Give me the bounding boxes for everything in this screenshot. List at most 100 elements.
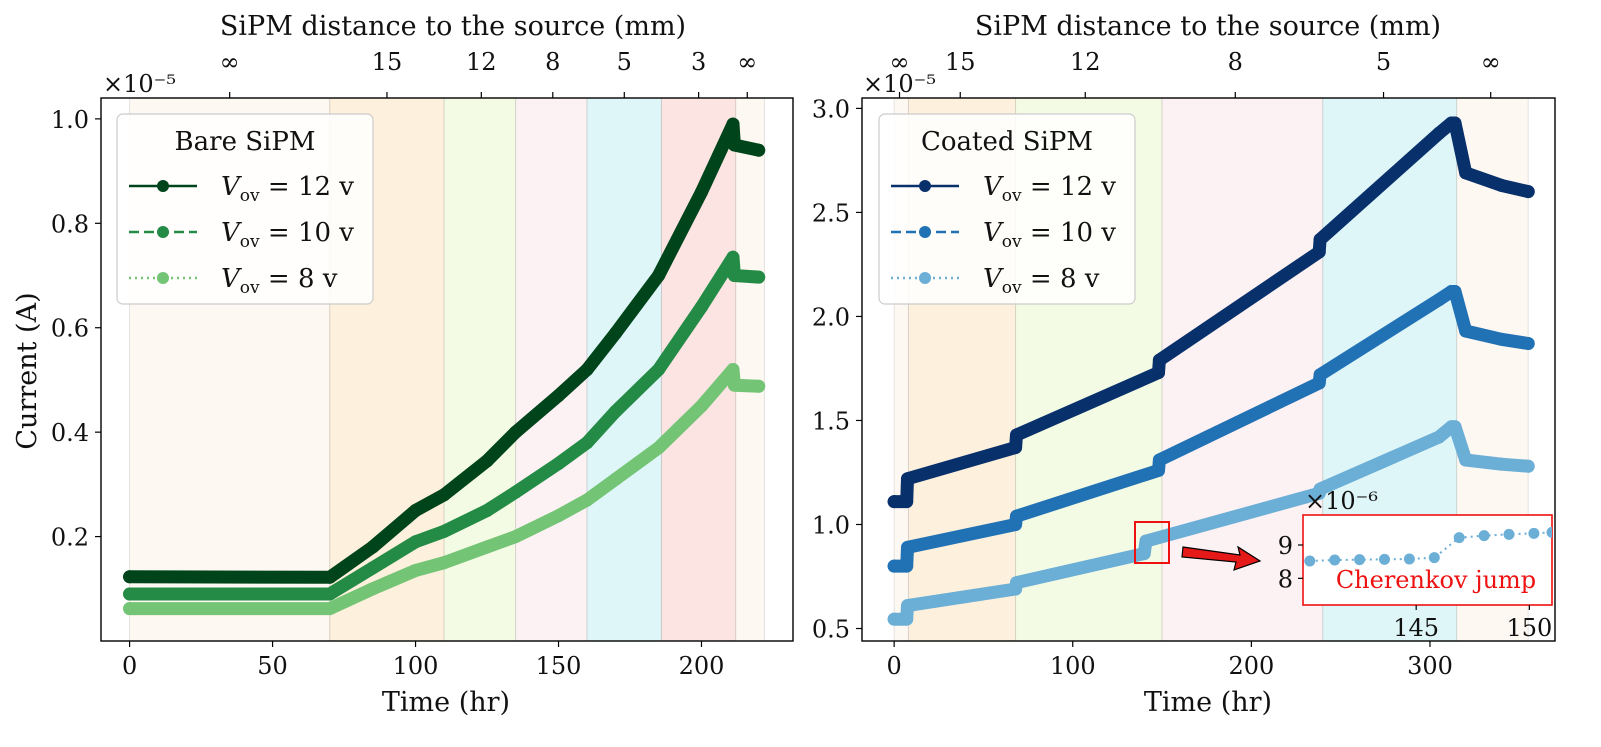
legend-marker-1 [157,226,169,238]
series-1-point-1 [900,559,914,573]
y-tick-label: 0.4 [51,419,89,447]
series-2-point-6 [509,530,523,544]
series-0-point-0 [887,495,901,509]
series-1-point-14 [752,270,766,284]
series-1-point-5 [1151,463,1165,477]
y-tick-label: 0.5 [812,616,850,644]
top-tick-label: 8 [1228,48,1243,76]
left-panel: SiPM distance to the source (mm) ×10⁻⁵ C… [12,11,794,718]
series-0-point-6 [1152,353,1166,367]
series-2-point-1 [323,602,337,616]
series-0-point-7 [552,389,566,403]
x-tick-label: 150 [536,652,582,680]
series-0-point-2 [901,472,915,486]
legend-title: Coated SiPM [921,127,1093,157]
series-1-point-6 [1152,453,1166,467]
inset-point-3 [1378,553,1390,565]
series-1-point-4 [437,524,451,538]
series-2-point-10 [652,441,666,455]
series-0-point-7 [1312,245,1326,259]
series-1-point-8 [580,436,594,450]
series-2-point-14 [1521,459,1535,473]
inset-y-multiplier: ×10⁻⁶ [1305,487,1378,515]
x-tick-label: 0 [122,652,137,680]
top-tick-label: 15 [945,48,976,76]
series-group [887,116,1535,626]
legend-box [878,113,1136,305]
series-0-point-10 [652,269,666,283]
series-2-point-3 [409,564,423,578]
series-0-point-5 [1151,366,1165,380]
series-1-point-2 [366,561,380,575]
series-1-point-1 [323,587,337,601]
series-1-point-12 [726,250,740,264]
series-2-point-9 [609,472,623,486]
left-x-axis-label: Time (hr) [382,687,510,718]
series-1-point-0 [123,587,137,601]
series-0-point-4 [1009,428,1023,442]
series-0-point-6 [509,425,523,439]
series-2-point-8 [580,493,594,507]
inset-x-tick-label: 145 [1393,614,1439,642]
legend-marker-2 [919,272,931,284]
plot-frame [861,97,1556,642]
inset-point-8 [1503,528,1515,540]
series-2-point-2 [366,582,380,596]
series-1-point-0 [887,559,901,573]
legend-label-1: Vov = 10 v [983,218,1116,252]
series-2-point-13 [1494,457,1508,471]
series-1-point-10 [652,363,666,376]
top-tick-label: 5 [1376,48,1391,76]
y-tick-label: 2.5 [812,199,850,227]
top-tick-label: ∞ [220,48,240,76]
series-1-point-3 [409,535,423,549]
inset-x-tick-label: 150 [1506,614,1552,642]
inset-series [1304,526,1552,567]
y-tick-label: 1.5 [812,407,850,435]
series-1-point-7 [552,456,566,470]
top-tick-label: 15 [372,48,403,76]
series-0-point-14 [752,143,766,157]
y-tick-label: 1.0 [51,106,89,134]
series-1-point-11 [1448,284,1462,298]
series-0-point-3 [1009,441,1023,455]
distance-band-6 [735,98,765,641]
x-tick-label: 0 [887,652,902,680]
series-2-point-1 [900,612,914,626]
series-1-point-5 [480,503,494,517]
series-0-point-11 [694,185,708,199]
inset-point-10 [1546,526,1552,538]
series-group [123,117,766,616]
series-0-point-1 [323,570,337,584]
top-tick-label: 12 [1070,48,1101,76]
legend-label-2: Vov = 8 v [983,264,1100,298]
inset-y-tick-label: 8 [1278,565,1293,593]
zoom-arrow [1181,545,1262,571]
series-2-point-5 [1137,547,1151,561]
series-2-point-4 [437,556,451,570]
series-2-point-11 [694,399,708,413]
inset-point-4 [1403,553,1415,565]
series-2-point-12 [1459,453,1473,467]
series-1-point-13 [1494,332,1508,346]
legend-label-2: Vov = 8 v [221,264,338,298]
top-tick-label: 3 [691,48,706,76]
distance-band-3 [515,98,588,641]
inset-point-6 [1453,532,1465,544]
y-tick-label: 0.2 [51,524,89,552]
series-2-point-11 [1448,420,1462,434]
legend-label-0: Vov = 12 v [221,172,354,206]
top-tick-label: ∞ [890,48,910,76]
plot-frame [100,97,794,642]
top-tick-label: 8 [545,48,560,76]
series-1-point-2 [901,540,915,554]
x-tick-label: 50 [257,652,288,680]
series-1-point-11 [694,300,708,314]
series-2-point-7 [552,509,566,523]
left-y-multiplier: ×10⁻⁵ [103,70,176,98]
series-0-point-9 [1432,126,1446,140]
top-tick-label: 12 [466,48,497,76]
legend-marker-2 [157,272,169,284]
inset-point-2 [1354,554,1366,566]
x-tick-label: 100 [1050,652,1096,680]
